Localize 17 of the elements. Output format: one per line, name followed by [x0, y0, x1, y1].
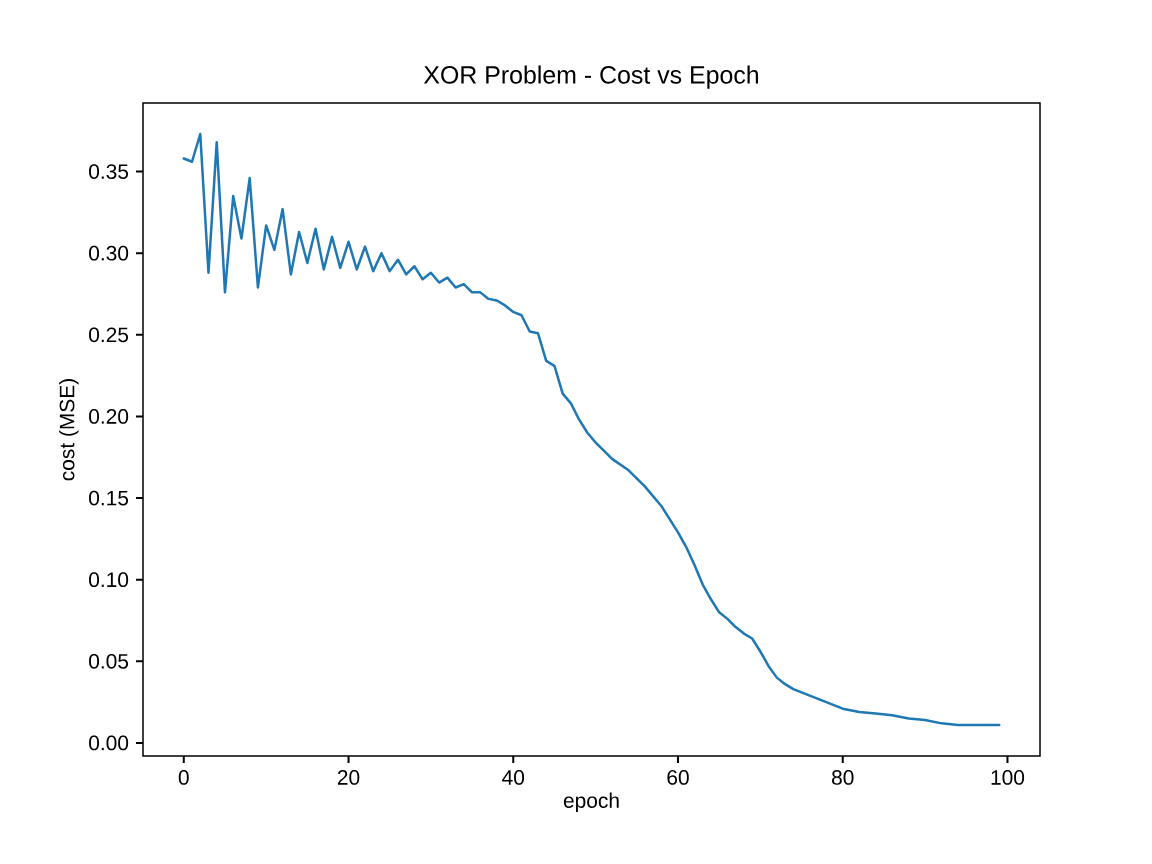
x-tick-label: 80 — [832, 770, 854, 785]
y-tick-label: 0.20 — [89, 409, 129, 424]
y-tick-label: 0.10 — [89, 572, 129, 588]
x-tick-label: 40 — [502, 770, 525, 785]
x-tick-label: 60 — [667, 770, 689, 785]
x-axis-title: epoch — [563, 792, 619, 813]
y-tick-label: 0.00 — [89, 735, 129, 751]
y-tick-label: 0.15 — [89, 490, 129, 506]
x-tick-label: 0 — [178, 770, 189, 785]
y-tick-label: 0.05 — [89, 653, 129, 669]
x-tick-label: 100 — [991, 770, 1025, 785]
y-axis-title: cost (MSE) — [59, 379, 79, 481]
chart-title: XOR Problem - Cost vs Epoch — [423, 65, 759, 89]
y-tick-label: 0.25 — [89, 327, 129, 343]
x-tick-label: 20 — [337, 770, 360, 785]
y-tick-label: 0.30 — [89, 245, 129, 261]
y-tick-label: 0.35 — [89, 164, 129, 179]
